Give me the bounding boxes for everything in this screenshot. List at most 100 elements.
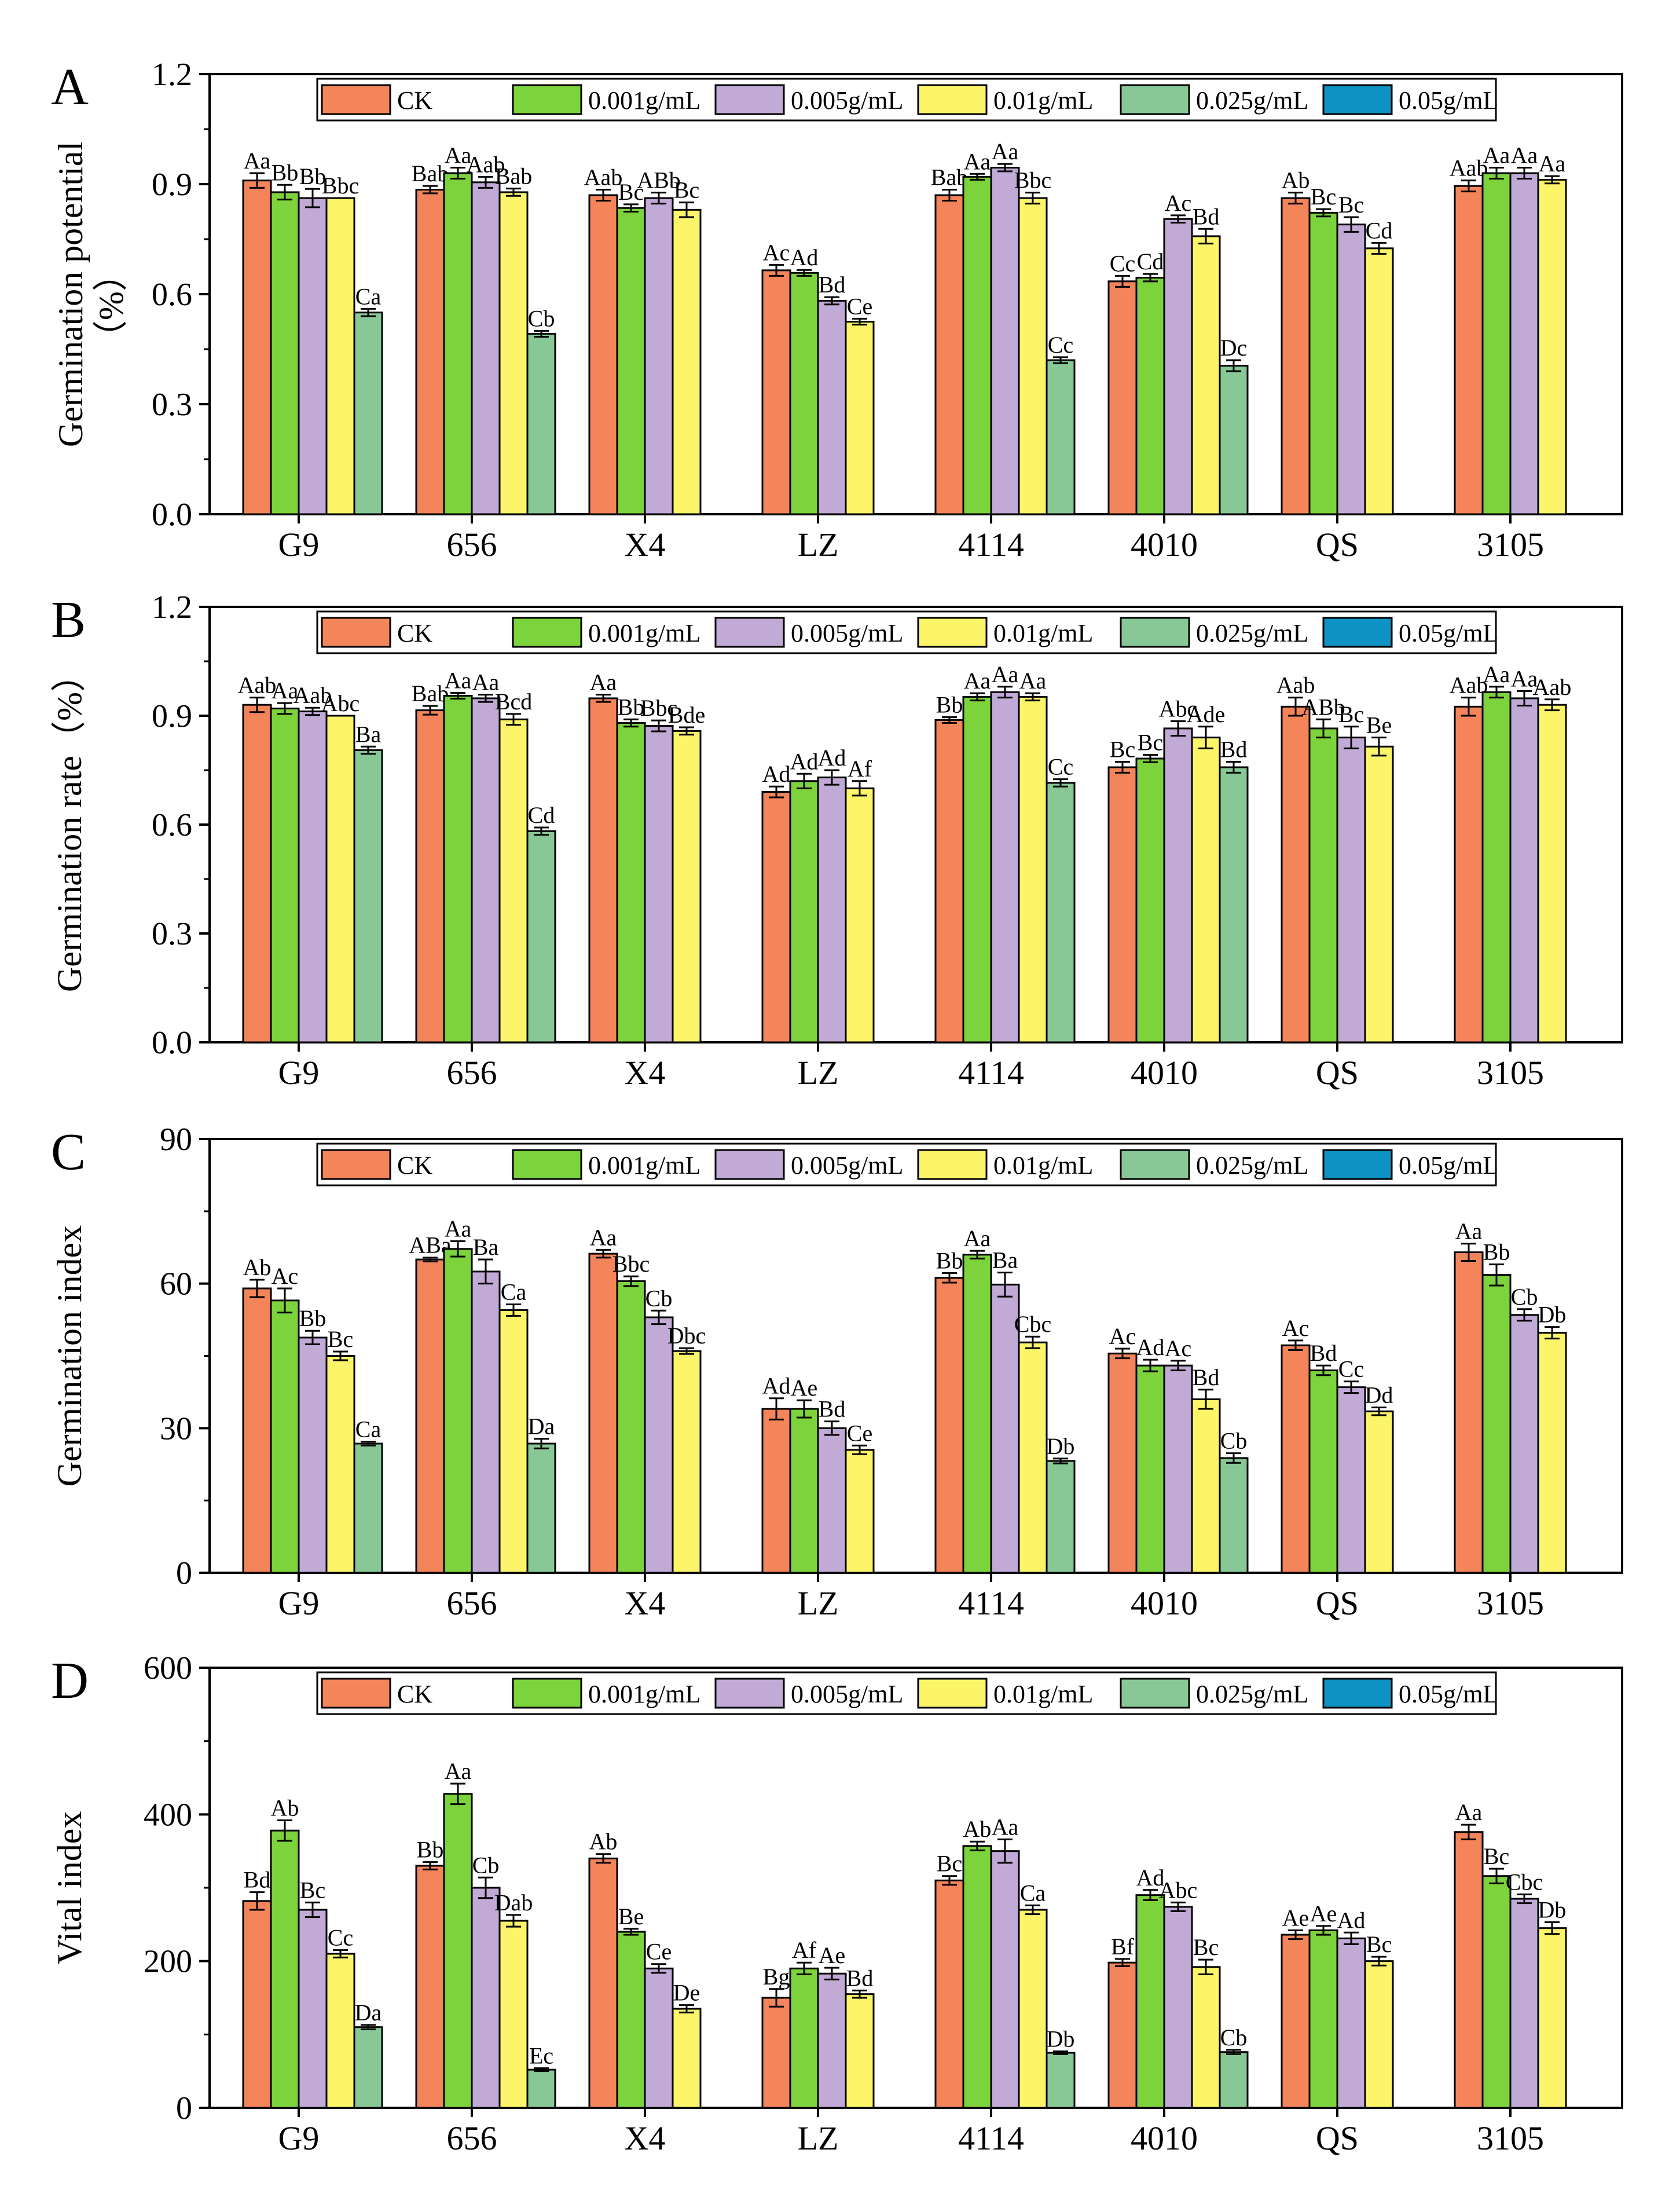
bar xyxy=(644,1967,674,2109)
bar xyxy=(471,697,501,1043)
significance-label: Bbc xyxy=(612,1251,650,1277)
bar xyxy=(1308,1929,1338,2109)
significance-label: Bc xyxy=(1138,730,1163,756)
significance-label: Ac xyxy=(272,1263,299,1289)
significance-label: Cb xyxy=(528,305,555,331)
significance-label: Dab xyxy=(494,1890,533,1916)
bar xyxy=(1537,1927,1567,2109)
significance-label: Cb xyxy=(1511,1284,1538,1310)
y-axis-title: Germination potential xyxy=(52,141,90,447)
significance-label: Aa xyxy=(964,1225,991,1251)
bar xyxy=(526,1442,556,1574)
bar xyxy=(1281,705,1311,1043)
legend-swatch xyxy=(512,617,582,648)
significance-label: Cc xyxy=(1110,250,1135,276)
bar xyxy=(1135,1894,1165,2109)
bar xyxy=(443,172,473,515)
significance-label: Bg xyxy=(763,1964,790,1990)
legend-label: 0.005g/mL xyxy=(791,1680,903,1708)
bar xyxy=(588,1253,618,1574)
significance-label: Bbc xyxy=(640,695,677,721)
significance-label: Bb xyxy=(299,1305,327,1331)
significance-label: Bd xyxy=(819,1396,846,1422)
bar xyxy=(242,1900,272,2109)
significance-label: Aa xyxy=(1511,142,1538,169)
bar xyxy=(1107,766,1138,1043)
bar xyxy=(990,167,1020,515)
y-tick-label: 0.9 xyxy=(152,698,192,734)
legend-swatch xyxy=(321,1149,391,1180)
bar xyxy=(1107,1352,1138,1574)
bar xyxy=(325,1953,355,2109)
bar xyxy=(644,197,674,515)
significance-label: Aa xyxy=(1483,142,1510,169)
bar xyxy=(644,1316,674,1574)
significance-label: Bc xyxy=(937,1851,962,1877)
significance-label: Db xyxy=(1538,1302,1567,1328)
significance-label: Aa xyxy=(272,678,299,704)
category-label: G9 xyxy=(278,1584,320,1622)
legend-box xyxy=(316,1671,1497,1715)
bar xyxy=(498,1920,529,2109)
bar xyxy=(353,749,383,1043)
legend-swatch xyxy=(714,617,785,648)
bar xyxy=(270,1299,300,1574)
y-tick-label: 0.3 xyxy=(152,387,192,423)
significance-label: Bbc xyxy=(1014,167,1051,193)
bar xyxy=(1308,1369,1338,1574)
bar xyxy=(990,1850,1020,2109)
legend-label: 0.01g/mL xyxy=(993,86,1093,115)
significance-label: Bc xyxy=(1193,1934,1219,1960)
legend-label: 0.025g/mL xyxy=(1196,1680,1308,1708)
category-label: QS xyxy=(1316,1584,1359,1622)
significance-label: Ba xyxy=(992,1247,1018,1273)
category-label: 656 xyxy=(447,1584,497,1622)
bar xyxy=(1219,1457,1249,1574)
significance-label: Cd xyxy=(528,802,555,828)
bar xyxy=(325,1355,355,1574)
legend-label: 0.01g/mL xyxy=(993,619,1093,647)
bar xyxy=(498,1309,529,1574)
category-label: 656 xyxy=(447,1054,497,1092)
category-label: 4010 xyxy=(1131,2119,1198,2157)
significance-label: Aab xyxy=(1276,672,1315,698)
significance-label: Bc xyxy=(1366,1931,1392,1957)
category-label: 3105 xyxy=(1477,1054,1544,1092)
significance-label: Dbc xyxy=(667,1323,706,1349)
significance-label: Aab xyxy=(238,672,277,698)
significance-label: Aa xyxy=(1019,668,1047,694)
bar xyxy=(588,697,618,1043)
significance-label: Aa xyxy=(244,148,271,174)
category-label: QS xyxy=(1316,526,1359,563)
significance-label: Bd xyxy=(1220,737,1248,763)
significance-label: Aa xyxy=(964,668,991,694)
bar xyxy=(1454,705,1484,1043)
bar xyxy=(1308,727,1338,1043)
significance-label: Aa xyxy=(445,668,472,694)
category-label: 4114 xyxy=(958,526,1024,563)
panel-b: 0.0 0.3 0.6 0.9 1.2 G9 656 X4 LZ 4114 4010 QS 3105 Ge… xyxy=(50,589,1623,1092)
bar xyxy=(1018,197,1048,515)
significance-label: Aa xyxy=(1483,661,1510,687)
bar xyxy=(1219,2051,1249,2109)
bar xyxy=(789,1967,819,2109)
bar xyxy=(845,1993,875,2109)
legend-label: 0.01g/mL xyxy=(993,1151,1093,1180)
bar xyxy=(1163,727,1193,1043)
significance-label: Ad xyxy=(818,745,846,771)
legend-swatch xyxy=(1120,84,1190,115)
bar xyxy=(1163,1364,1193,1574)
significance-label: Aab xyxy=(1533,674,1572,700)
significance-label: Bf xyxy=(1111,1934,1135,1960)
legend-swatch xyxy=(512,1678,582,1709)
significance-label: De xyxy=(673,1980,700,2006)
bar xyxy=(1018,695,1048,1043)
bar xyxy=(1454,185,1484,515)
significance-label: Ad xyxy=(790,244,819,270)
significance-label: Bc xyxy=(1484,1843,1509,1869)
legend-label: CK xyxy=(397,1680,432,1708)
bar xyxy=(1191,1398,1221,1574)
bar xyxy=(1336,1386,1366,1574)
legend-label: 0.05g/mL xyxy=(1399,86,1498,115)
bar xyxy=(1537,1332,1567,1574)
